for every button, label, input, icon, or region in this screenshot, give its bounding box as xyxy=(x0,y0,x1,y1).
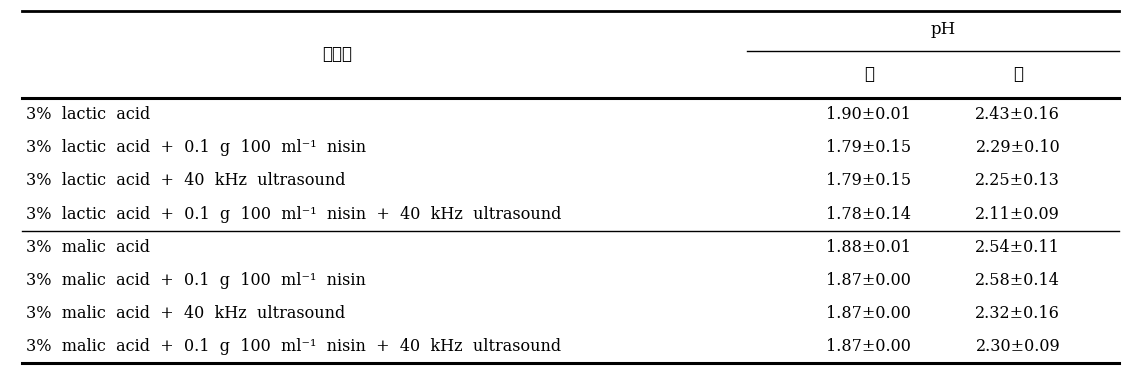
Text: 2.29±0.10: 2.29±0.10 xyxy=(976,139,1060,156)
Text: 소독제: 소독제 xyxy=(322,45,353,63)
Text: 3%  lactic  acid  +  0.1  g  100  ml⁻¹  nisin  +  40  kHz  ultrasound: 3% lactic acid + 0.1 g 100 ml⁻¹ nisin + … xyxy=(26,206,561,223)
Text: 1.88±0.01: 1.88±0.01 xyxy=(826,239,912,256)
Text: 2.30±0.09: 2.30±0.09 xyxy=(976,338,1060,355)
Text: 1.78±0.14: 1.78±0.14 xyxy=(826,206,912,223)
Text: 3%  lactic  acid: 3% lactic acid xyxy=(26,106,151,123)
Text: 2.54±0.11: 2.54±0.11 xyxy=(976,239,1060,256)
Text: 3%  lactic  acid  +  40  kHz  ultrasound: 3% lactic acid + 40 kHz ultrasound xyxy=(26,172,346,189)
Text: 1.90±0.01: 1.90±0.01 xyxy=(826,106,912,123)
Text: 2.32±0.16: 2.32±0.16 xyxy=(976,305,1060,322)
Text: 1.79±0.15: 1.79±0.15 xyxy=(826,172,912,189)
Text: 후: 후 xyxy=(1013,65,1022,83)
Text: pH: pH xyxy=(931,21,956,39)
Text: 3%  malic  acid  +  40  kHz  ultrasound: 3% malic acid + 40 kHz ultrasound xyxy=(26,305,346,322)
Text: 전: 전 xyxy=(864,65,874,83)
Text: 1.87±0.00: 1.87±0.00 xyxy=(826,305,912,322)
Text: 1.79±0.15: 1.79±0.15 xyxy=(826,139,912,156)
Text: 3%  lactic  acid  +  0.1  g  100  ml⁻¹  nisin: 3% lactic acid + 0.1 g 100 ml⁻¹ nisin xyxy=(26,139,366,156)
Text: 3%  malic  acid  +  0.1  g  100  ml⁻¹  nisin  +  40  kHz  ultrasound: 3% malic acid + 0.1 g 100 ml⁻¹ nisin + 4… xyxy=(26,338,561,355)
Text: 1.87±0.00: 1.87±0.00 xyxy=(826,338,912,355)
Text: 2.43±0.16: 2.43±0.16 xyxy=(976,106,1060,123)
Text: 3%  malic  acid: 3% malic acid xyxy=(26,239,151,256)
Text: 2.25±0.13: 2.25±0.13 xyxy=(976,172,1060,189)
Text: 3%  malic  acid  +  0.1  g  100  ml⁻¹  nisin: 3% malic acid + 0.1 g 100 ml⁻¹ nisin xyxy=(26,272,366,289)
Text: 2.11±0.09: 2.11±0.09 xyxy=(976,206,1060,223)
Text: 2.58±0.14: 2.58±0.14 xyxy=(976,272,1060,289)
Text: 1.87±0.00: 1.87±0.00 xyxy=(826,272,912,289)
